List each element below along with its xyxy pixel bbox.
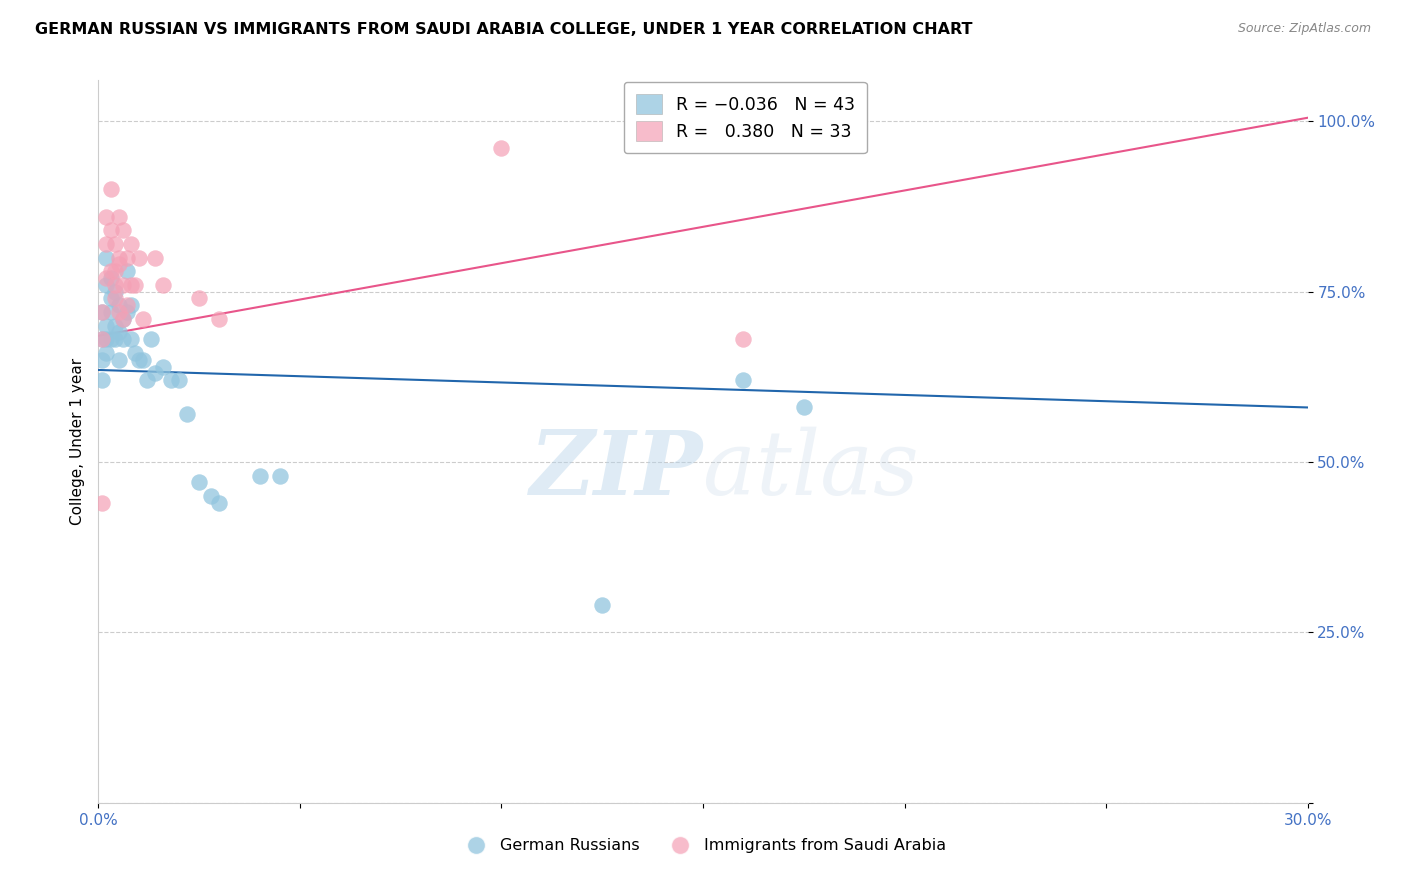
Point bbox=[269, 468, 291, 483]
Point bbox=[143, 251, 166, 265]
Point bbox=[176, 407, 198, 421]
Point bbox=[100, 264, 122, 278]
Point bbox=[188, 292, 211, 306]
Point bbox=[96, 318, 118, 333]
Point bbox=[96, 236, 118, 251]
Point bbox=[96, 277, 118, 292]
Point bbox=[107, 257, 129, 271]
Point bbox=[103, 285, 125, 299]
Point bbox=[103, 236, 125, 251]
Point bbox=[120, 332, 142, 346]
Text: ZIP: ZIP bbox=[530, 427, 703, 514]
Point bbox=[100, 292, 122, 306]
Text: Source: ZipAtlas.com: Source: ZipAtlas.com bbox=[1237, 22, 1371, 36]
Point bbox=[591, 598, 613, 612]
Point bbox=[107, 298, 129, 312]
Point bbox=[111, 277, 134, 292]
Point bbox=[793, 401, 815, 415]
Point bbox=[111, 332, 134, 346]
Point bbox=[100, 271, 122, 285]
Point bbox=[208, 311, 231, 326]
Point bbox=[91, 332, 114, 346]
Point bbox=[96, 251, 118, 265]
Point bbox=[124, 277, 146, 292]
Point bbox=[128, 251, 150, 265]
Point bbox=[111, 311, 134, 326]
Point bbox=[491, 141, 513, 155]
Point bbox=[103, 277, 125, 292]
Point bbox=[115, 264, 138, 278]
Point bbox=[115, 251, 138, 265]
Point bbox=[188, 475, 211, 490]
Point bbox=[91, 373, 114, 387]
Point bbox=[733, 332, 755, 346]
Point bbox=[115, 298, 138, 312]
Point bbox=[733, 373, 755, 387]
Text: GERMAN RUSSIAN VS IMMIGRANTS FROM SAUDI ARABIA COLLEGE, UNDER 1 YEAR CORRELATION: GERMAN RUSSIAN VS IMMIGRANTS FROM SAUDI … bbox=[35, 22, 973, 37]
Point bbox=[100, 223, 122, 237]
Point bbox=[103, 264, 125, 278]
Point bbox=[96, 210, 118, 224]
Point bbox=[128, 352, 150, 367]
Point bbox=[132, 352, 155, 367]
Point bbox=[143, 367, 166, 381]
Point bbox=[115, 305, 138, 319]
Point bbox=[139, 332, 162, 346]
Point bbox=[111, 311, 134, 326]
Point bbox=[107, 210, 129, 224]
Point bbox=[107, 251, 129, 265]
Point bbox=[200, 489, 222, 503]
Point bbox=[107, 305, 129, 319]
Point bbox=[91, 332, 114, 346]
Point bbox=[96, 346, 118, 360]
Point bbox=[91, 305, 114, 319]
Point bbox=[120, 298, 142, 312]
Text: atlas: atlas bbox=[703, 427, 918, 514]
Point bbox=[100, 332, 122, 346]
Point bbox=[132, 311, 155, 326]
Point bbox=[91, 496, 114, 510]
Point bbox=[111, 223, 134, 237]
Legend: German Russians, Immigrants from Saudi Arabia: German Russians, Immigrants from Saudi A… bbox=[454, 832, 952, 860]
Point bbox=[107, 326, 129, 340]
Point bbox=[96, 332, 118, 346]
Point bbox=[103, 332, 125, 346]
Point bbox=[96, 271, 118, 285]
Point bbox=[100, 182, 122, 196]
Point bbox=[103, 292, 125, 306]
Point bbox=[249, 468, 271, 483]
Point bbox=[91, 305, 114, 319]
Point bbox=[135, 373, 157, 387]
Point bbox=[107, 352, 129, 367]
Point bbox=[160, 373, 183, 387]
Point bbox=[120, 236, 142, 251]
Point bbox=[167, 373, 190, 387]
Y-axis label: College, Under 1 year: College, Under 1 year bbox=[69, 358, 84, 525]
Point bbox=[208, 496, 231, 510]
Point bbox=[103, 318, 125, 333]
Point bbox=[100, 305, 122, 319]
Point bbox=[152, 359, 174, 374]
Point bbox=[91, 352, 114, 367]
Point bbox=[124, 346, 146, 360]
Point bbox=[152, 277, 174, 292]
Point bbox=[120, 277, 142, 292]
